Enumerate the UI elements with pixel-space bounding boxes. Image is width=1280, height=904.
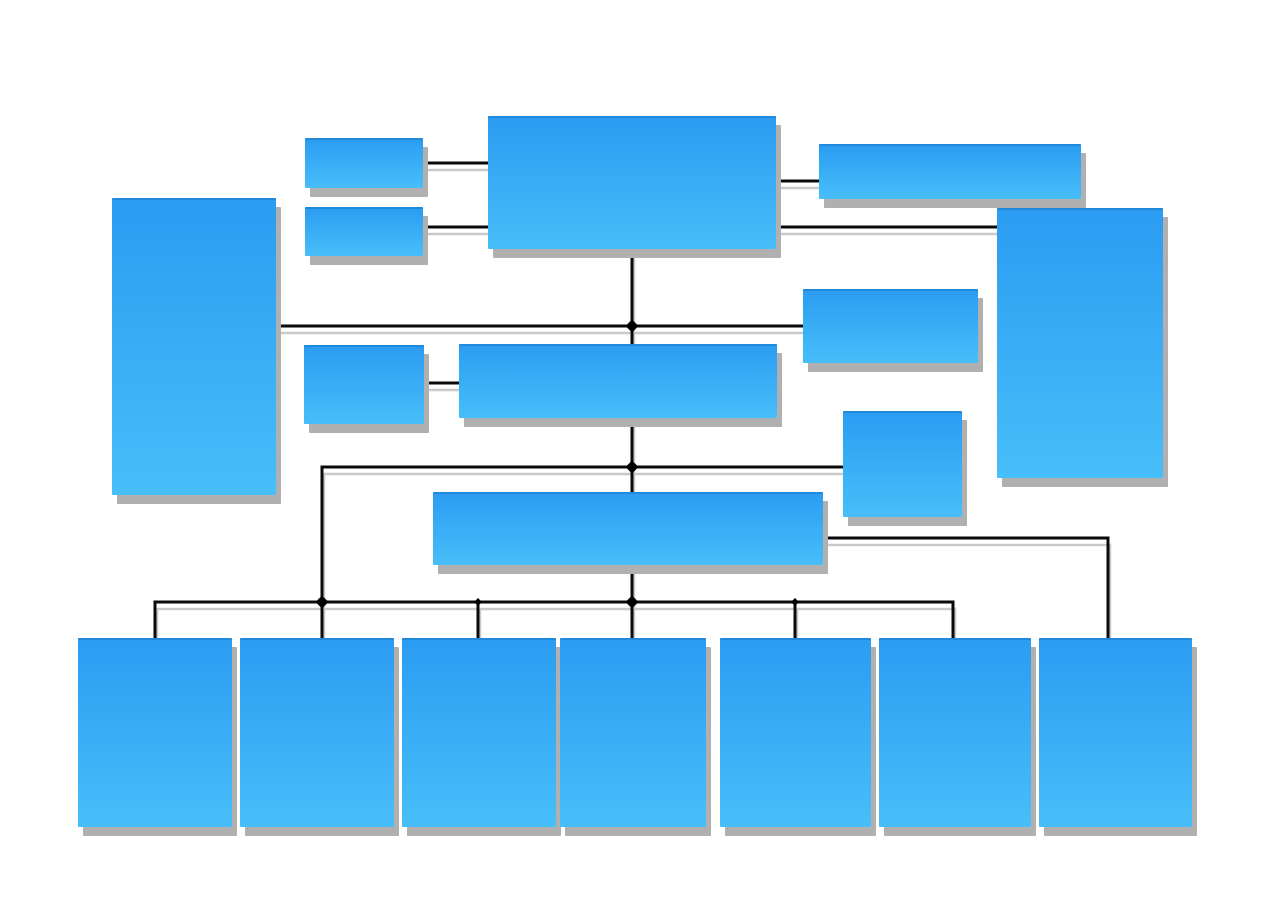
node-top-center-large-box xyxy=(488,116,776,249)
junction-lower-cross xyxy=(625,460,639,474)
link-lowerwide-to-bottombox7 xyxy=(824,536,1110,638)
node-top-left-small-box-2 xyxy=(305,207,423,256)
link-lowerwide-to-bottombox7-shadow xyxy=(826,543,1112,645)
node-mid-right-box xyxy=(803,289,978,363)
node-bottom-box-6 xyxy=(879,638,1031,827)
link-crossbar-to-square-shadow xyxy=(322,472,846,645)
junction-center-cross xyxy=(625,319,639,333)
node-mid-center-wide-box xyxy=(459,344,777,418)
node-top-left-small-box-1 xyxy=(305,138,423,188)
node-right-square-box xyxy=(843,411,962,517)
node-bottom-box-4 xyxy=(560,638,706,827)
node-right-tall-box xyxy=(997,208,1163,478)
bottom-bus-shadow xyxy=(155,607,957,645)
node-bottom-box-7 xyxy=(1039,638,1192,827)
junction-bus-center xyxy=(625,595,639,609)
junction-bus-left xyxy=(315,595,329,609)
node-bottom-box-2 xyxy=(240,638,394,827)
node-left-tall-box xyxy=(112,198,276,495)
junction-bus-tee-left xyxy=(474,598,482,606)
bottom-bus xyxy=(153,600,955,638)
node-top-right-wide-box xyxy=(819,144,1081,199)
node-bottom-box-5 xyxy=(720,638,871,827)
node-lower-center-wide-box xyxy=(433,492,823,565)
node-bottom-box-1 xyxy=(78,638,232,827)
node-bottom-box-3 xyxy=(402,638,556,827)
node-mid-left-small-box xyxy=(304,345,424,424)
link-crossbar-to-square xyxy=(320,465,844,638)
junction-bus-tee-right xyxy=(791,598,799,606)
